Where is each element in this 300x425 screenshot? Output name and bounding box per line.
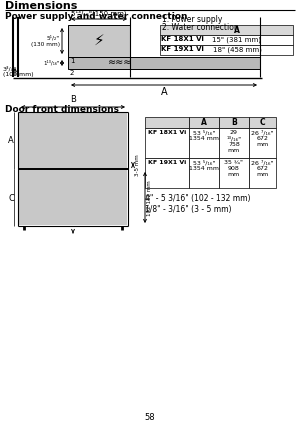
Text: 53 ⁵/₁₆"
1354 mm: 53 ⁵/₁₆" 1354 mm	[189, 130, 219, 141]
Text: C: C	[260, 118, 265, 127]
Bar	[145, 128, 189, 158]
Text: 26 ⁷/₁₆"
672
mm: 26 ⁷/₁₆" 672 mm	[251, 160, 274, 177]
Bar	[189, 128, 219, 158]
Bar	[160, 25, 293, 35]
Bar	[249, 128, 276, 158]
Bar	[160, 35, 293, 45]
Bar	[68, 57, 260, 69]
Text: 2: 2	[70, 70, 74, 76]
Text: A: A	[161, 87, 167, 97]
Bar	[249, 158, 276, 188]
Text: 5¹³/₁₆"(150 mm): 5¹³/₁₆"(150 mm)	[71, 9, 127, 17]
Bar	[68, 25, 130, 57]
Text: 102-132 mm: 102-132 mm	[147, 181, 152, 216]
Bar	[189, 117, 219, 128]
Text: 18" (458 mm): 18" (458 mm)	[213, 46, 261, 53]
Text: 35 ¾"
908
mm: 35 ¾" 908 mm	[224, 160, 244, 177]
Bar	[249, 117, 276, 128]
Bar	[189, 158, 219, 188]
Text: C: C	[8, 194, 14, 203]
Text: ≈≈≈: ≈≈≈	[108, 57, 132, 67]
Text: KF 19X1 Vi: KF 19X1 Vi	[148, 160, 186, 165]
Text: 1/8" - 3/16" (3 - 5 mm): 1/8" - 3/16" (3 - 5 mm)	[145, 205, 232, 214]
Text: 53 ⁵/₁₆"
1354 mm: 53 ⁵/₁₆" 1354 mm	[189, 160, 219, 171]
Text: 29
¹³/₁₆"
758
mm: 29 ¹³/₁₆" 758 mm	[226, 130, 242, 153]
Text: 5¹/₂"
(130 mm): 5¹/₂" (130 mm)	[31, 35, 60, 47]
Bar	[219, 128, 249, 158]
Text: KF 18X1 Vi: KF 18X1 Vi	[148, 130, 186, 135]
Text: B: B	[70, 95, 76, 104]
Text: 1. Power supply: 1. Power supply	[162, 15, 222, 24]
Text: A: A	[8, 136, 14, 145]
Text: Door front dimensions: Door front dimensions	[5, 105, 119, 114]
Text: KF 19X1 Vi: KF 19X1 Vi	[161, 46, 204, 52]
Bar	[160, 45, 293, 55]
Text: 15" (381 mm): 15" (381 mm)	[212, 36, 262, 42]
Text: 1¹³/₁₆": 1¹³/₁₆"	[44, 60, 60, 66]
Text: ⚡: ⚡	[94, 32, 104, 48]
Text: KF 18X1 Vi: KF 18X1 Vi	[161, 36, 204, 42]
Text: 58: 58	[145, 413, 155, 422]
Text: 4" - 5 3/16" (102 - 132 mm): 4" - 5 3/16" (102 - 132 mm)	[145, 194, 250, 203]
Text: A: A	[234, 26, 240, 35]
Text: 1: 1	[70, 58, 74, 64]
Bar	[145, 158, 189, 188]
Text: 3-5 mm: 3-5 mm	[135, 154, 140, 176]
Text: B: B	[231, 118, 237, 127]
Text: Dimensions: Dimensions	[5, 1, 77, 11]
Bar	[145, 117, 189, 128]
Text: 26 ⁷/₁₆"
672
mm: 26 ⁷/₁₆" 672 mm	[251, 130, 274, 147]
Bar	[19, 112, 127, 169]
Text: A: A	[201, 118, 207, 127]
Text: 3³/₄"
(100 mm): 3³/₄" (100 mm)	[3, 66, 34, 77]
Text: 2. Water connection: 2. Water connection	[162, 23, 239, 32]
Bar	[219, 158, 249, 188]
Bar	[219, 117, 249, 128]
Bar	[19, 169, 127, 225]
Text: Power supply and water connection: Power supply and water connection	[5, 12, 188, 21]
